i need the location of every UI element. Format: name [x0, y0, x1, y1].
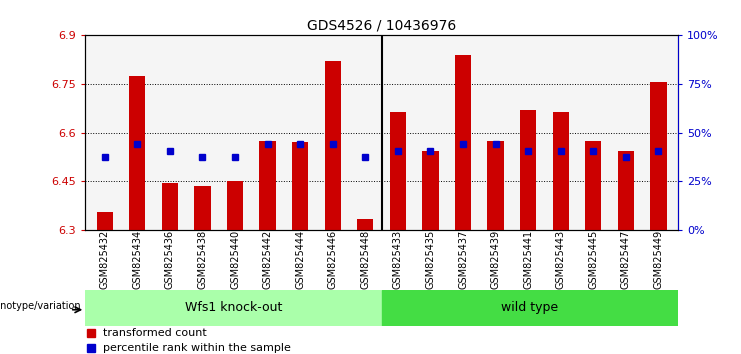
Bar	[325, 61, 341, 230]
Text: genotype/variation: genotype/variation	[0, 301, 81, 311]
Text: GSM825434: GSM825434	[133, 230, 142, 289]
Text: percentile rank within the sample: percentile rank within the sample	[103, 343, 291, 353]
Text: GSM825433: GSM825433	[393, 230, 403, 289]
Text: GSM825444: GSM825444	[295, 230, 305, 289]
Text: transformed count: transformed count	[103, 328, 207, 338]
Text: Wfs1 knock-out: Wfs1 knock-out	[185, 302, 282, 314]
Text: GSM825442: GSM825442	[262, 230, 273, 289]
Text: GSM825448: GSM825448	[360, 230, 370, 289]
Bar	[85, 290, 382, 326]
Text: GSM825446: GSM825446	[328, 230, 338, 289]
Bar	[520, 110, 536, 230]
Text: GSM825438: GSM825438	[197, 230, 207, 289]
Bar	[382, 290, 678, 326]
Bar	[390, 112, 406, 230]
Bar	[357, 219, 373, 230]
Text: GSM825441: GSM825441	[523, 230, 534, 289]
Text: GSM825447: GSM825447	[621, 230, 631, 289]
Text: GSM825449: GSM825449	[654, 230, 663, 289]
Bar	[129, 76, 145, 230]
Text: GSM825439: GSM825439	[491, 230, 501, 289]
Text: GSM825440: GSM825440	[230, 230, 240, 289]
Bar	[618, 150, 634, 230]
Text: wild type: wild type	[501, 302, 559, 314]
Bar	[292, 143, 308, 230]
Text: GSM825435: GSM825435	[425, 230, 436, 289]
Title: GDS4526 / 10436976: GDS4526 / 10436976	[307, 19, 456, 33]
Text: GSM825437: GSM825437	[458, 230, 468, 289]
Bar	[259, 141, 276, 230]
Bar	[422, 150, 439, 230]
Text: GSM825443: GSM825443	[556, 230, 566, 289]
Text: GSM825436: GSM825436	[165, 230, 175, 289]
Bar	[651, 82, 667, 230]
Bar	[488, 141, 504, 230]
Bar	[162, 183, 178, 230]
Bar	[455, 55, 471, 230]
Text: GSM825432: GSM825432	[100, 230, 110, 289]
Bar	[96, 212, 113, 230]
Bar	[585, 141, 602, 230]
Bar	[194, 186, 210, 230]
Bar	[553, 112, 569, 230]
Bar	[227, 182, 243, 230]
Text: GSM825445: GSM825445	[588, 230, 598, 289]
